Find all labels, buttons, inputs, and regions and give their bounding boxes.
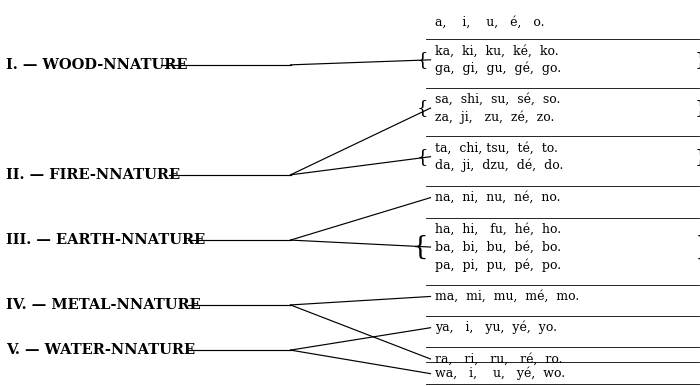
Text: ka,  ki,  ku,  ké,  ko.: ka, ki, ku, ké, ko. xyxy=(435,44,559,58)
Text: }: } xyxy=(694,99,700,117)
Text: za,  ji,   zu,  zé,  zo.: za, ji, zu, zé, zo. xyxy=(435,110,555,124)
Text: {: { xyxy=(417,148,428,166)
Text: a,    i,    u,   é,   o.: a, i, u, é, o. xyxy=(435,16,545,29)
Text: III. — EARTH-NNATURE: III. — EARTH-NNATURE xyxy=(6,233,205,247)
Text: {: { xyxy=(412,235,428,259)
Text: wa,   i,    u,   yé,  wo.: wa, i, u, yé, wo. xyxy=(435,367,566,380)
Text: da,  ji,  dzu,  dé,  do.: da, ji, dzu, dé, do. xyxy=(435,159,564,172)
Text: ma,  mi,  mu,  mé,  mo.: ma, mi, mu, mé, mo. xyxy=(435,290,580,303)
Text: ga,  gi,  gu,  gé,  go.: ga, gi, gu, gé, go. xyxy=(435,62,561,75)
Text: II. — FIRE-NNATURE: II. — FIRE-NNATURE xyxy=(6,168,180,182)
Text: ra,   ri,   ru,   ré,  ro.: ra, ri, ru, ré, ro. xyxy=(435,352,563,366)
Text: {: { xyxy=(417,99,428,117)
Text: IV. — METAL-NNATURE: IV. — METAL-NNATURE xyxy=(6,298,200,312)
Text: pa,  pi,  pu,  pé,  po.: pa, pi, pu, pé, po. xyxy=(435,258,561,271)
Text: ha,  hi,   fu,  hé,  ho.: ha, hi, fu, hé, ho. xyxy=(435,223,561,236)
Text: ba,  bi,  bu,  bé,  bo.: ba, bi, bu, bé, bo. xyxy=(435,240,561,254)
Text: sa,  shi,  su,  sé,  so.: sa, shi, su, sé, so. xyxy=(435,93,561,106)
Text: {: { xyxy=(417,51,428,69)
Text: }: } xyxy=(694,148,700,166)
Text: }: } xyxy=(694,235,700,259)
Text: V. — WATER-NNATURE: V. — WATER-NNATURE xyxy=(6,343,195,357)
Text: ta,  chi, tsu,  té,  to.: ta, chi, tsu, té, to. xyxy=(435,141,559,154)
Text: I. — WOOD-NNATURE: I. — WOOD-NNATURE xyxy=(6,58,187,72)
Text: ya,   i,   yu,  yé,  yo.: ya, i, yu, yé, yo. xyxy=(435,321,557,334)
Text: }: } xyxy=(694,51,700,69)
Text: na,  ni,  nu,  né,  no.: na, ni, nu, né, no. xyxy=(435,191,561,204)
